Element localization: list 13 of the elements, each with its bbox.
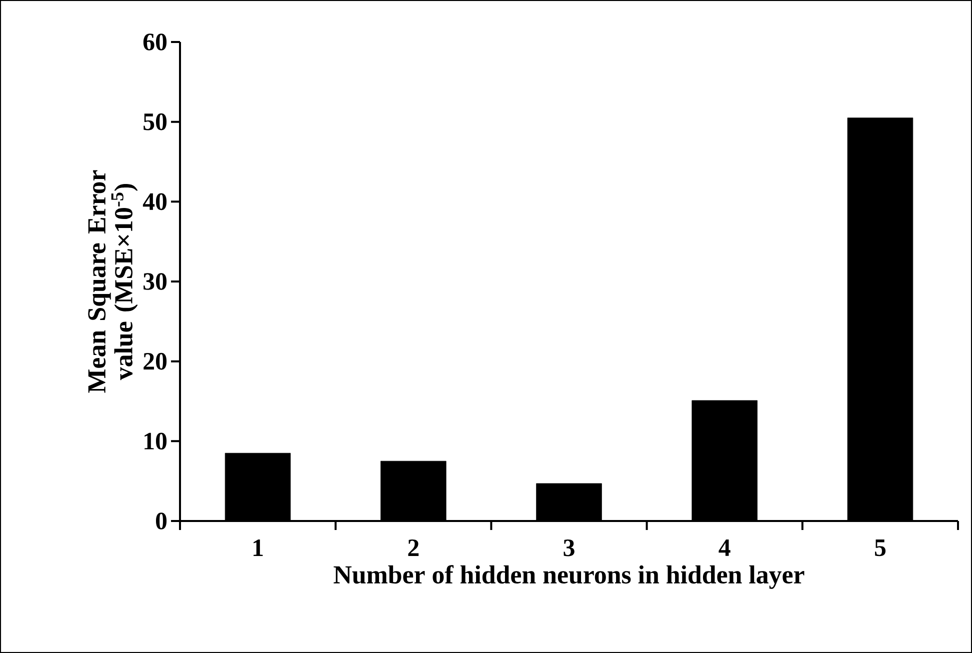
y-tick-label: 30 bbox=[144, 273, 167, 290]
x-tick-label: 2 bbox=[408, 540, 419, 556]
y-tick-label: 20 bbox=[144, 352, 167, 370]
y-tick-label: 10 bbox=[144, 432, 167, 450]
x-tick-label: 1 bbox=[254, 540, 263, 556]
y-tick-label: 60 bbox=[143, 34, 167, 50]
y-tick-label: 40 bbox=[142, 193, 167, 210]
x-tick-label: 5 bbox=[874, 540, 886, 556]
x-tick-label: 3 bbox=[564, 540, 574, 556]
x-tick-label: 4 bbox=[718, 540, 730, 556]
y-tick-label: 0 bbox=[156, 512, 167, 530]
y-tick-label: 50 bbox=[144, 113, 167, 130]
x-axis-title: Number of hidden neurons in hidden layer bbox=[334, 565, 804, 589]
